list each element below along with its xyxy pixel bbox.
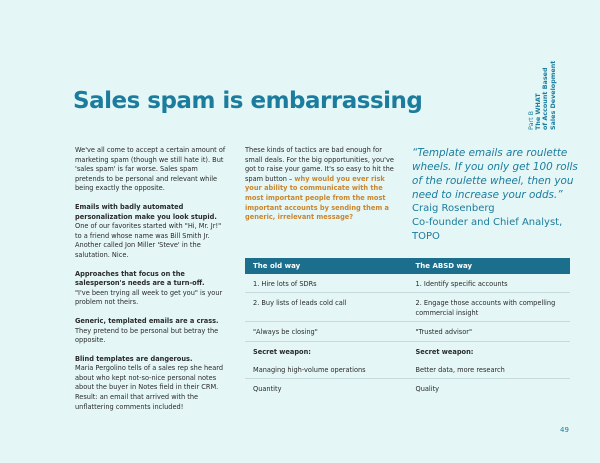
header-cell: The ABSD way	[415, 262, 473, 270]
title: Sales spam is embarrassing	[73, 88, 423, 114]
page-number: 49	[560, 426, 569, 434]
paragraph: Generic, templated emails are a crass. Th…	[75, 317, 227, 346]
table: The old way The ABSD way 1. Hire lots of S…	[245, 258, 570, 398]
paragraph-lead: Approaches that focus on the salesperson…	[75, 269, 205, 288]
table-cell: Secret weapon:	[253, 347, 311, 356]
row-rule	[245, 321, 570, 323]
paragraph: Blind templates are dangerous. Maria Perg…	[75, 355, 227, 413]
table-header: The old way The ABSD way	[245, 258, 570, 274]
table-row: Quantity Quality	[245, 379, 570, 397]
row-rule	[245, 378, 570, 380]
table-cell: Quantity	[253, 385, 282, 394]
highlight: why would you ever risk your ability to …	[245, 174, 389, 222]
column-2: These kinds of tactics are bad enough fo…	[245, 146, 397, 223]
table-row: Managing high-volume operations Better da…	[245, 360, 570, 378]
section-line: Sales Development	[548, 60, 557, 130]
paragraph: We've all come to accept a certain amoun…	[75, 146, 227, 194]
attribution: Craig Rosenberg Co-founder and Chief Anal…	[412, 202, 572, 244]
table-cell: Secret weapon:	[415, 347, 474, 356]
author: Craig Rosenberg	[412, 203, 495, 214]
row-rule	[245, 292, 570, 294]
paragraph: Approaches that focus on the salesperson…	[75, 270, 227, 308]
paragraph-lead: Generic, templated emails are a crass.	[75, 316, 219, 325]
paragraph-text: They pretend to be personal but betray t…	[75, 326, 219, 345]
paragraph: These kinds of tactics are bad enough fo…	[245, 146, 394, 183]
quote: “Template emails are roulette wheels. If…	[412, 147, 578, 201]
paragraph-text: One of our favorites started with "Hi, M…	[75, 222, 222, 259]
paragraph-text: "I've been trying all week to get you" i…	[75, 288, 223, 307]
table-cell: 2. Buy lists of leads cold call	[253, 299, 347, 308]
paragraph-lead: Blind templates are dangerous.	[75, 354, 193, 363]
table-row: Secret weapon: Secret weapon:	[245, 342, 570, 360]
table-row: 2. Buy lists of leads cold call 2. Engage…	[245, 293, 570, 321]
table-cell: 2. Engage those accounts with compelling…	[415, 299, 556, 317]
table-cell: Quality	[415, 385, 440, 394]
table-row: 1. Hire lots of SDRs 1. Identify specific…	[245, 274, 570, 292]
table-cell: Managing high-volume operations	[253, 366, 366, 375]
header-cell: The old way	[253, 262, 301, 270]
paragraph-lead: Emails with badly automated personalizat…	[75, 202, 217, 221]
paragraph-text: We've all come to accept a certain amoun…	[75, 146, 226, 193]
table-cell: "Always be closing"	[253, 328, 318, 337]
table-cell: Better data, more research	[415, 366, 505, 375]
paragraph: Emails with badly automated personalizat…	[75, 203, 227, 261]
row-rule	[245, 340, 570, 342]
section-label: Part B The WHAT of Account Based Sales D…	[527, 52, 600, 130]
table-row: "Always be closing" "Trusted advisor"	[245, 322, 570, 340]
table-cell: 1. Hire lots of SDRs	[253, 280, 317, 288]
column-1: We've all come to accept a certain amoun…	[75, 146, 227, 421]
role: Co-founder and Chief Analyst, TOPO	[412, 217, 563, 242]
table-cell: "Trusted advisor"	[415, 328, 473, 337]
paragraph-text: Maria Pergolino tells of a sales rep she…	[75, 364, 224, 411]
table-cell: 1. Identify specific accounts	[415, 280, 508, 288]
